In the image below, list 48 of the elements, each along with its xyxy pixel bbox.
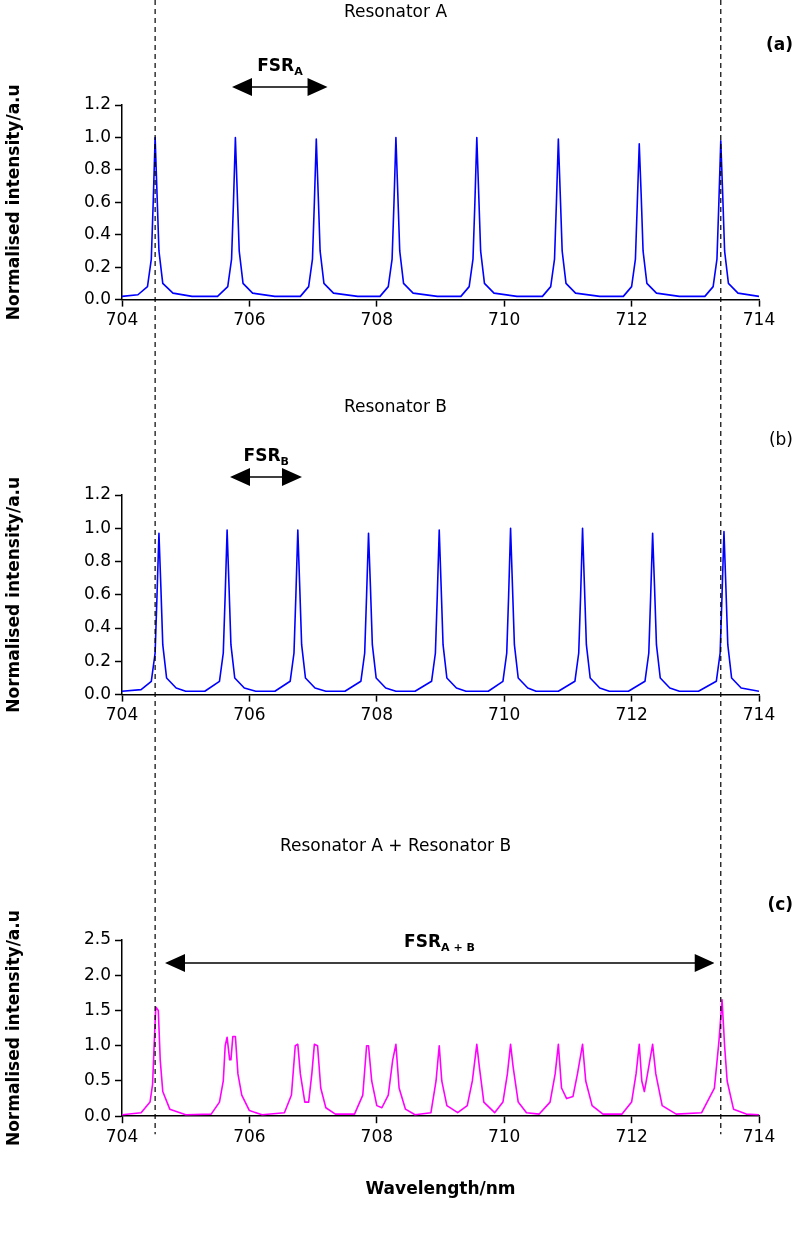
x-tick-label: 714	[742, 704, 776, 725]
x-tick-label: 708	[360, 704, 394, 725]
x-tick-label: 704	[105, 309, 139, 330]
x-tick-label: 712	[615, 704, 648, 725]
y-axis-title: Normalised intensity/a.u	[2, 476, 23, 713]
text: (a)	[765, 34, 793, 54]
x-tick-label: 704	[105, 704, 139, 725]
y-tick-label: 0.6	[83, 583, 111, 604]
y-tick-label: 0.4	[83, 223, 111, 244]
y-tick-label: 0.0	[83, 1104, 111, 1125]
x-tick-label: 710	[487, 309, 521, 330]
y-tick-label: 1.2	[83, 483, 111, 504]
chart-title: Resonator A	[343, 0, 448, 21]
x-tick-label: 714	[742, 1125, 776, 1146]
chart-title: Resonator A + Resonator B	[279, 834, 512, 855]
y-tick-label: 1.0	[83, 125, 111, 146]
y-tick-label: 0.8	[83, 158, 111, 179]
x-tick-label: 704	[105, 1125, 139, 1146]
y-tick-label: 0.4	[83, 616, 111, 637]
y-tick-label: 2.0	[83, 963, 111, 984]
text: (b)	[768, 429, 794, 449]
y-tick-label: 1.0	[83, 516, 111, 537]
y-tick-label: 0.2	[83, 255, 111, 276]
y-tick-label: 0.8	[83, 549, 111, 570]
x-tick-label: 712	[615, 309, 648, 330]
y-tick-label: 0.0	[83, 288, 111, 309]
x-tick-label: 706	[233, 1125, 266, 1146]
y-tick-label: 0.2	[83, 649, 111, 670]
y-tick-label: 1.5	[83, 998, 111, 1019]
y-tick-label: 0.0	[83, 683, 111, 704]
x-axis-title: Wavelength/nm	[365, 1178, 516, 1199]
x-tick-label: 706	[233, 309, 266, 330]
x-tick-label: 712	[615, 1125, 648, 1146]
x-tick-label: 708	[360, 1125, 394, 1146]
text: (c)	[767, 894, 794, 914]
y-tick-label: 0.6	[83, 190, 111, 211]
y-axis-title: Normalised intensity/a.u	[2, 910, 23, 1147]
x-tick-label: 708	[360, 309, 394, 330]
x-tick-label: 706	[233, 704, 266, 725]
x-tick-label: 714	[742, 309, 776, 330]
chart-title: Resonator B	[343, 395, 448, 416]
y-tick-label: 1.0	[83, 1034, 111, 1055]
y-tick-label: 0.5	[83, 1069, 111, 1090]
y-tick-label: 2.5	[83, 928, 111, 949]
x-tick-label: 710	[487, 704, 521, 725]
y-tick-label: 1.2	[83, 93, 111, 114]
x-tick-label: 710	[487, 1125, 521, 1146]
y-axis-title: Normalised intensity/a.u	[2, 84, 23, 321]
